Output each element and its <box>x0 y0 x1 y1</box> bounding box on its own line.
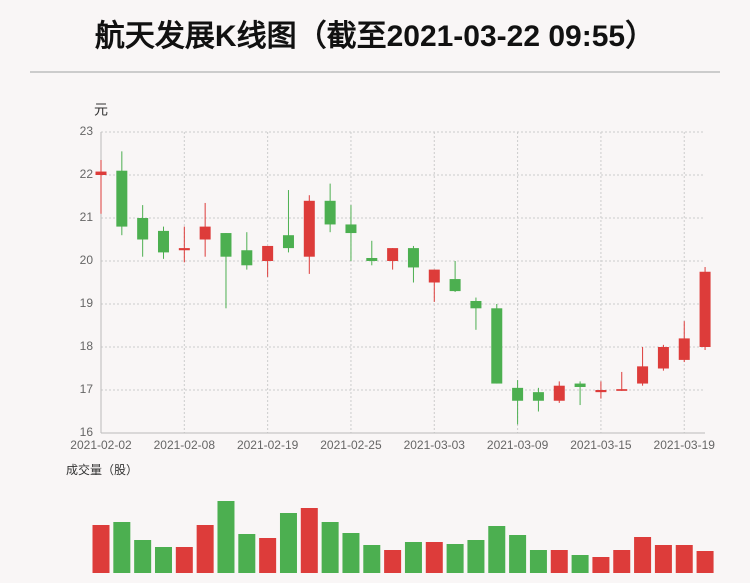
candle-body <box>699 271 711 347</box>
x-tick-label: 2021-02-08 <box>154 438 216 452</box>
volume-bar <box>321 522 339 573</box>
y-tick-label: 20 <box>80 253 94 267</box>
x-tick-label: 2021-02-19 <box>237 438 299 452</box>
candle-body <box>428 269 440 283</box>
candle-body <box>637 366 649 384</box>
volume-bar <box>550 550 568 573</box>
volume-bar <box>571 555 589 573</box>
candle-body <box>532 392 544 401</box>
volume-bar <box>425 542 443 573</box>
volume-bar <box>446 544 464 573</box>
candle-body <box>241 250 253 266</box>
volume-bar <box>675 545 693 573</box>
candle-body <box>678 338 690 360</box>
candle-body <box>574 383 586 387</box>
candle-body <box>407 248 419 268</box>
volume-bar <box>113 522 131 573</box>
volume-bar <box>300 508 318 573</box>
candle-body <box>199 226 211 240</box>
volume-bar <box>279 513 297 573</box>
volume-bar <box>467 540 485 573</box>
volume-bar <box>404 542 422 573</box>
x-tick-label: 2021-02-02 <box>70 438 132 452</box>
candle-body <box>137 218 149 240</box>
volume-bar <box>592 557 610 573</box>
candle-body <box>157 230 169 253</box>
candle-body <box>95 171 107 175</box>
candle-body <box>282 235 294 249</box>
volume-bar <box>238 534 256 573</box>
chart-title: 航天发展K线图（截至2021-03-22 09:55） <box>95 19 655 53</box>
x-tick-label: 2021-02-25 <box>320 438 382 452</box>
volume-bar <box>134 540 152 573</box>
candle-body <box>220 233 232 257</box>
candle-body <box>387 248 399 261</box>
candle-body <box>553 385 565 401</box>
candle-body <box>345 224 357 234</box>
volume-bar <box>529 550 547 573</box>
candle-body <box>470 300 482 309</box>
y-axis-label: 元 <box>94 102 108 118</box>
candle-body <box>449 279 461 292</box>
volume-bar <box>259 538 277 573</box>
y-tick-label: 22 <box>80 167 94 181</box>
volume-bar <box>384 550 402 573</box>
candle-body <box>262 245 274 261</box>
x-tick-label: 2021-03-09 <box>487 438 549 452</box>
y-tick-label: 19 <box>80 296 94 310</box>
y-tick-label: 17 <box>80 382 94 396</box>
y-tick-label: 23 <box>80 124 94 138</box>
candle-body <box>616 389 628 391</box>
volume-bar <box>196 525 214 573</box>
candle-body <box>324 200 336 225</box>
volume-bar <box>634 537 652 573</box>
volume-bar <box>488 526 506 573</box>
volume-bar <box>217 501 235 573</box>
candle-body <box>657 347 669 369</box>
candle-body <box>303 200 315 257</box>
volume-bar <box>92 525 110 573</box>
y-tick-label: 21 <box>80 210 94 224</box>
candle-body <box>366 257 378 261</box>
x-tick-label: 2021-03-15 <box>570 438 632 452</box>
y-tick-label: 18 <box>80 339 94 353</box>
volume-bar <box>509 535 527 573</box>
volume-bar <box>613 550 631 573</box>
x-tick-label: 2021-03-19 <box>654 438 716 452</box>
volume-bar <box>154 547 172 573</box>
candle-body <box>512 387 524 401</box>
candle-body <box>116 170 128 227</box>
volume-bar <box>175 547 193 573</box>
volume-bar <box>654 545 672 573</box>
volume-bar <box>696 551 714 573</box>
volume-label: 成交量（股） <box>66 462 138 477</box>
candle-body <box>595 390 607 393</box>
volume-bar <box>342 533 360 573</box>
x-tick-label: 2021-03-03 <box>404 438 466 452</box>
volume-bar <box>363 545 381 573</box>
candle-body <box>178 248 190 251</box>
candle-body <box>491 308 503 384</box>
y-tick-label: 16 <box>80 425 94 439</box>
